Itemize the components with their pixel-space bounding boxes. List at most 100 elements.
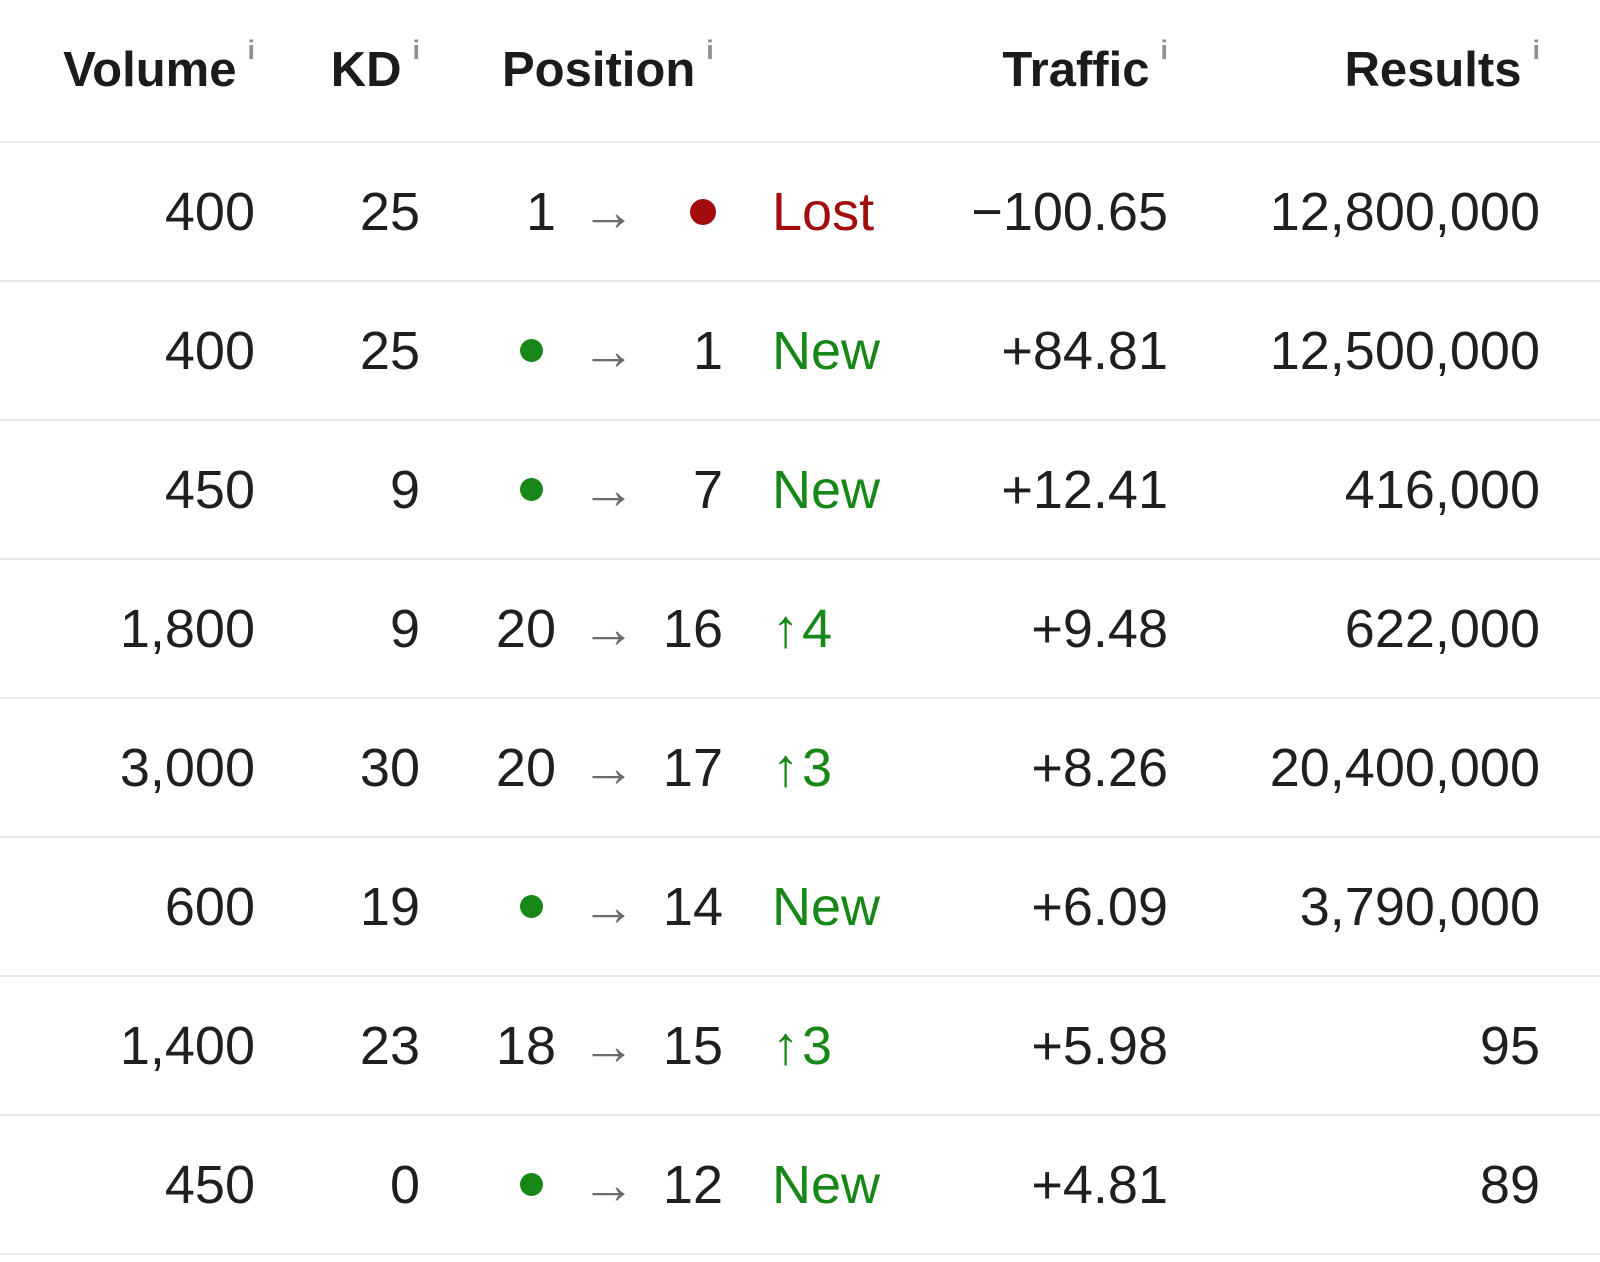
results-cell: 12,800,000 (1269, 181, 1540, 242)
volume-cell: 400 (164, 320, 255, 381)
column-header-traffic-label: Traffic (1002, 43, 1150, 97)
table-body: 400 25 1 → Lost −100.65 12,800,000 400 25 → 1 New +8… (0, 143, 1600, 1255)
arrow-right-icon: → (581, 737, 636, 798)
info-icon[interactable]: i (247, 35, 255, 65)
kd-cell: 19 (359, 876, 420, 937)
arrow-right-icon: → (581, 1154, 636, 1215)
arrow-up-icon: ↑ (772, 598, 799, 659)
position-change-badge: Lost (772, 185, 874, 239)
volume-cell: 400 (164, 181, 255, 242)
column-header-volume[interactable]: Volume i (0, 37, 255, 95)
position-new-value: 16 (661, 602, 723, 656)
info-icon[interactable]: i (706, 35, 714, 65)
traffic-cell: +5.98 (1031, 1015, 1168, 1076)
column-header-position[interactable]: Position i (420, 37, 960, 97)
position-cell: → 7 New (420, 463, 960, 517)
column-header-kd[interactable]: KD i (255, 37, 420, 97)
position-new-value: 14 (661, 880, 723, 934)
column-header-kd-label: KD (330, 43, 402, 97)
table-row: 1,800 9 20 → 16 ↑ 4 +9.48 622,000 (0, 560, 1600, 699)
green-dot-icon (520, 1173, 543, 1196)
position-old-value: 20 (420, 741, 556, 795)
position-cell: 1 → Lost (420, 185, 960, 239)
table-row: 450 0 → 12 New +4.81 89 (0, 1116, 1600, 1255)
position-change-value: 4 (802, 598, 833, 659)
arrow-up-icon: ↑ (772, 1015, 799, 1076)
position-old-value (420, 339, 556, 362)
table-row: 3,000 30 20 → 17 ↑ 3 +8.26 20,400,000 (0, 699, 1600, 838)
traffic-cell: +12.41 (1001, 459, 1168, 520)
position-change-value: 3 (802, 1015, 833, 1076)
position-old-number: 18 (495, 1015, 556, 1076)
position-new-number: 17 (662, 737, 723, 798)
position-old-value: 20 (420, 602, 556, 656)
column-header-results[interactable]: Results i (1168, 37, 1540, 97)
position-change-badge: New (772, 880, 880, 934)
position-new-value (661, 198, 723, 225)
volume-cell: 1,400 (119, 1015, 255, 1076)
position-new-value: 12 (661, 1158, 723, 1212)
position-change-badge: New (772, 1158, 880, 1212)
info-icon[interactable]: i (412, 35, 420, 65)
volume-cell: 450 (164, 459, 255, 520)
position-new-number: 15 (662, 1015, 723, 1076)
position-old-value (420, 478, 556, 501)
position-cell: 20 → 17 ↑ 3 (420, 741, 960, 795)
arrow-right-icon: → (581, 181, 636, 242)
position-new-number: 14 (662, 876, 723, 937)
position-new-number: 16 (662, 598, 723, 659)
arrow-right-icon: → (581, 320, 636, 381)
table-row: 400 25 → 1 New +84.81 12,500,000 (0, 282, 1600, 421)
results-cell: 20,400,000 (1269, 737, 1540, 798)
position-change-label: Lost (772, 181, 875, 242)
traffic-cell: +84.81 (1001, 320, 1168, 381)
green-dot-icon (520, 339, 543, 362)
position-change-label: New (772, 876, 881, 937)
traffic-cell: −100.65 (971, 181, 1168, 242)
traffic-cell: +9.48 (1031, 598, 1168, 659)
position-change-label: New (772, 459, 881, 520)
position-old-number: 20 (495, 598, 556, 659)
green-dot-icon (520, 478, 543, 501)
position-old-value (420, 1173, 556, 1196)
arrow-right-icon: → (581, 598, 636, 659)
column-header-position-label: Position (502, 43, 696, 97)
table-header-row: Volume i KD i Position i Traffic i Results i (0, 0, 1600, 143)
position-old-value: 1 (420, 185, 556, 239)
position-new-number: 1 (692, 320, 723, 381)
kd-cell: 9 (389, 459, 420, 520)
position-old-number: 1 (525, 181, 556, 242)
position-cell: → 14 New (420, 880, 960, 934)
results-cell: 89 (1479, 1154, 1540, 1215)
info-icon[interactable]: i (1160, 35, 1168, 65)
position-new-value: 1 (661, 324, 723, 378)
kd-cell: 0 (389, 1154, 420, 1215)
volume-cell: 1,800 (119, 598, 255, 659)
red-dot-icon (690, 198, 716, 225)
position-cell: → 12 New (420, 1158, 960, 1212)
column-header-results-label: Results (1344, 43, 1522, 97)
table-row: 600 19 → 14 New +6.09 3,790,000 (0, 838, 1600, 977)
position-change-badge: ↑ 3 (772, 741, 832, 795)
column-header-traffic[interactable]: Traffic i (960, 37, 1168, 97)
results-cell: 622,000 (1344, 598, 1540, 659)
position-change-label: New (772, 1154, 881, 1215)
position-change-badge: New (772, 324, 880, 378)
position-new-value: 17 (661, 741, 723, 795)
kd-cell: 9 (389, 598, 420, 659)
info-icon[interactable]: i (1532, 35, 1540, 65)
table-row: 450 9 → 7 New +12.41 416,000 (0, 421, 1600, 560)
position-change-badge: ↑ 4 (772, 602, 832, 656)
position-cell: → 1 New (420, 324, 960, 378)
kd-cell: 25 (359, 181, 420, 242)
position-change-value: 3 (802, 737, 833, 798)
position-cell: 18 → 15 ↑ 3 (420, 1019, 960, 1073)
position-change-badge: ↑ 3 (772, 1019, 832, 1073)
position-change-badge: New (772, 463, 880, 517)
volume-cell: 450 (164, 1154, 255, 1215)
position-old-value: 18 (420, 1019, 556, 1073)
green-dot-icon (520, 895, 543, 918)
kd-cell: 25 (359, 320, 420, 381)
position-new-value: 15 (661, 1019, 723, 1073)
arrow-up-icon: ↑ (772, 737, 799, 798)
